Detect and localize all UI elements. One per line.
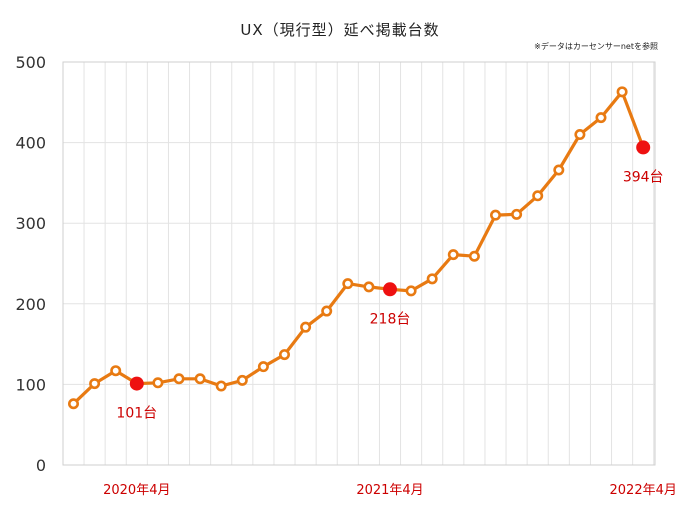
data-point	[321, 305, 333, 317]
highlighted-data-point	[636, 140, 651, 155]
data-point	[342, 278, 354, 290]
y-tick-label: 200	[15, 295, 46, 314]
data-label: 218台	[370, 311, 411, 327]
data-point	[553, 164, 565, 176]
data-point	[532, 190, 544, 202]
data-point	[257, 361, 269, 373]
chart-title: UX（現行型）延べ掲載台数	[240, 21, 439, 39]
highlighted-data-point	[129, 376, 144, 391]
data-point	[300, 321, 312, 333]
highlighted-data-point	[383, 282, 397, 297]
x-tick-label: 2022年4月	[610, 483, 677, 498]
data-label: 101台	[116, 406, 157, 422]
data-point	[616, 86, 628, 98]
axes: 0 100 200 300 400 500 2020年4月 2021年4月 2022年4月	[15, 53, 676, 498]
series-line	[72, 90, 645, 405]
data-point	[173, 373, 185, 385]
data-point	[89, 378, 101, 390]
y-tick-label: 100	[15, 375, 46, 394]
data-point	[278, 349, 290, 361]
grid	[63, 61, 655, 466]
data-points	[68, 86, 651, 410]
y-tick-label: 0	[36, 456, 46, 475]
data-point	[215, 380, 227, 392]
series-line-layer	[72, 90, 645, 405]
data-point	[574, 129, 586, 141]
data-point	[595, 112, 607, 124]
y-tick-label: 300	[15, 214, 46, 233]
data-point	[68, 398, 80, 410]
data-point	[363, 281, 375, 293]
data-point	[152, 377, 164, 389]
source-note: ※データはカーセンサーnetを参照	[534, 41, 658, 51]
plot-border	[62, 61, 656, 466]
y-tick-label: 400	[15, 134, 46, 153]
x-tick-label: 2021年4月	[356, 483, 423, 498]
data-point	[194, 373, 206, 385]
data-point	[511, 208, 523, 220]
data-labels: 101台 218台 394台	[116, 169, 663, 421]
data-point	[236, 374, 248, 386]
data-point	[447, 249, 459, 261]
data-point	[110, 365, 122, 377]
data-point	[489, 209, 501, 221]
data-point	[426, 273, 438, 285]
data-label: 394台	[623, 169, 664, 185]
data-point	[468, 250, 480, 262]
y-tick-label: 500	[15, 53, 46, 72]
data-point	[405, 285, 417, 297]
x-tick-label: 2020年4月	[103, 483, 170, 498]
